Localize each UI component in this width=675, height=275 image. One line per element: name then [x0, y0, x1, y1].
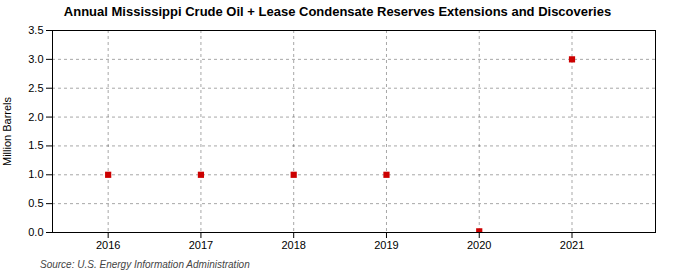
svg-text:1.0: 1.0 — [28, 168, 43, 180]
svg-text:2017: 2017 — [189, 239, 213, 251]
svg-text:3.0: 3.0 — [28, 53, 43, 65]
svg-text:0.0: 0.0 — [28, 226, 43, 238]
svg-text:2.5: 2.5 — [28, 82, 43, 94]
svg-text:2016: 2016 — [96, 239, 120, 251]
svg-text:2020: 2020 — [467, 239, 491, 251]
svg-text:0.5: 0.5 — [28, 197, 43, 209]
svg-text:2019: 2019 — [374, 239, 398, 251]
svg-text:2018: 2018 — [281, 239, 305, 251]
svg-text:Million Barrels: Million Barrels — [1, 96, 13, 166]
svg-text:2.0: 2.0 — [28, 111, 43, 123]
svg-text:2021: 2021 — [560, 239, 584, 251]
html-text:Source: U.S. Energy Informatio: Source: U.S. Energy Information Administ… — [40, 259, 250, 270]
html-text:Annual Mississippi Crude Oil +: Annual Mississippi Crude Oil + Lease Con… — [63, 4, 612, 19]
svg-text:1.5: 1.5 — [28, 139, 43, 151]
svg-text:3.5: 3.5 — [28, 24, 43, 36]
